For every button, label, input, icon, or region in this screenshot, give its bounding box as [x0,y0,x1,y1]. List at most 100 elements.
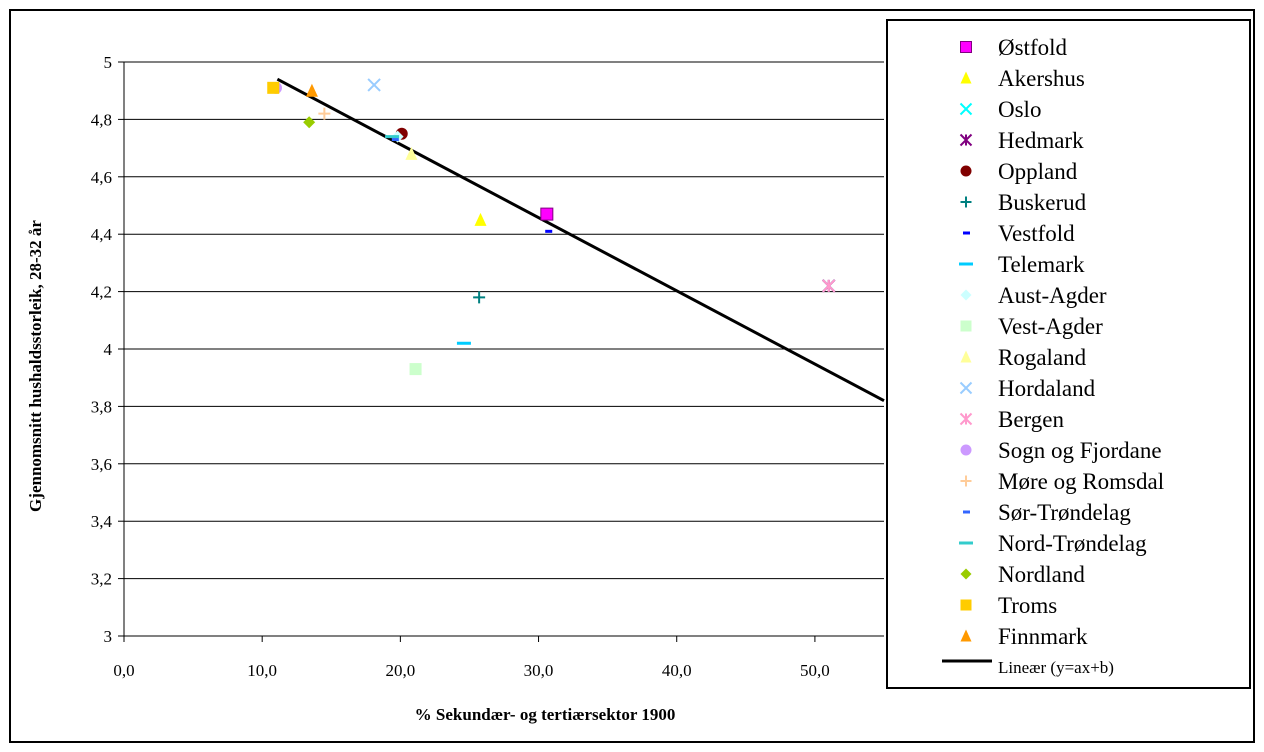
legend-marker [960,629,972,642]
legend-label: Nord-Trøndelag [998,531,1147,556]
legend-label: Buskerud [998,190,1087,215]
legend-item: Hedmark [959,128,1084,153]
y-tick-label: 3,8 [91,397,112,416]
x-tick-label: 0,0 [113,661,134,680]
legend-label: Oslo [998,97,1041,122]
data-point-rogaland [405,146,418,160]
legend-item: Nordland [960,562,1085,587]
legend-box [886,19,1251,689]
legend-label: Møre og Romsdal [998,469,1164,494]
legend-label: Troms [998,593,1057,618]
legend-label: Rogaland [998,345,1087,370]
y-tick-label: 3 [104,627,113,646]
legend-item: Møre og Romsdal [960,469,1164,494]
legend-item: Sogn og Fjordane [960,438,1162,463]
legend-item-trendline: Lineær (y=ax+b) [942,658,1114,677]
trendline-path [276,77,885,402]
legend-marker [959,102,973,116]
x-tick-label: 40,0 [662,661,692,680]
x-tick-label: 30,0 [524,661,554,680]
data-point-troms [267,81,280,94]
data-point-sør-trøndelag [391,137,399,141]
data-point-hordaland [367,78,381,92]
legend-label: Akershus [998,66,1085,91]
y-tick-label: 4,6 [91,168,112,187]
legend-marker [959,412,973,426]
legend-marker [960,71,972,84]
legend-item: Finnmark [960,624,1088,649]
legend-marker [959,133,973,147]
legend-item: Telemark [959,252,1085,277]
legend-marker [960,350,972,363]
legend-item: Akershus [960,66,1085,91]
legend-marker [960,599,972,611]
legend-marker [960,196,972,208]
legend-item: Østfold [960,35,1068,60]
legend-item: Nord-Trøndelag [959,531,1147,556]
legend-marker [960,444,972,456]
data-point-finnmark [305,83,318,97]
legend-item: Rogaland [960,345,1087,370]
legend: Østfold Akershus Oslo Hedmark Oppland Buskeru… [886,19,1251,689]
legend-label: Vestfold [998,221,1075,246]
x-tick-label: 10,0 [247,661,277,680]
x-axis-title: % Sekundær- og tertiærsektor 1900 [415,705,676,724]
legend-marker [960,165,972,177]
trendline [276,77,885,402]
legend-label: Østfold [998,35,1068,60]
y-axis-title: Gjennomsnitt hushaldsstorleik, 28-32 år [26,220,45,512]
legend-label: Sogn og Fjordane [998,438,1162,463]
legend-marker [963,510,970,514]
legend-marker [963,231,970,235]
y-tick-label: 5 [104,53,113,72]
legend-label: Lineær (y=ax+b) [998,658,1114,677]
legend-item: Vestfold [963,221,1075,246]
legend-label: Sør-Trøndelag [998,500,1131,525]
data-point-telemark [456,341,471,345]
axes: 33,23,43,63,844,24,44,64,850,0 10,0 20,0 30… [91,53,884,680]
chart-frame [9,9,1255,743]
legend-label: Hedmark [998,128,1084,153]
data-point-vestfold [545,229,553,233]
gridlines [124,61,884,637]
data-point-akershus [474,212,487,226]
legend-label: Finnmark [998,624,1088,649]
y-tick-label: 3,6 [91,455,112,474]
y-tick-label: 3,4 [91,512,113,531]
x-tick-label: 20,0 [385,661,415,680]
legend-item: Buskerud [960,190,1087,215]
legend-marker [960,320,972,332]
data-point-bergen [822,279,836,293]
legend-label: Hordaland [998,376,1096,401]
legend-item: Oppland [960,159,1078,184]
legend-marker [960,568,972,580]
y-tick-label: 4,2 [91,283,112,302]
data-point-nord-trøndelag [385,135,400,139]
legend-marker [960,289,972,301]
legend-marker [959,262,973,266]
data-point-vest-agder [409,363,422,376]
legend-label: Bergen [998,407,1065,432]
y-tick-label: 4,8 [91,110,112,129]
data-point-nordland [303,116,316,129]
y-tick-label: 4 [104,340,113,359]
legend-marker [959,381,973,395]
data-point-buskerud [473,291,486,304]
data-point-møre-og-romsdal [318,107,331,120]
y-tick-label: 3,2 [91,570,112,589]
legend-item: Bergen [959,407,1065,432]
legend-label: Oppland [998,159,1078,184]
legend-item: Hordaland [959,376,1096,401]
x-tick-label: 50,0 [800,661,830,680]
legend-label: Telemark [998,252,1085,277]
legend-item: Vest-Agder [960,314,1103,339]
y-tick-label: 4,4 [91,225,113,244]
legend-item: Aust-Agder [960,283,1107,308]
legend-label: Aust-Agder [998,283,1107,308]
legend-item: Sør-Trøndelag [963,500,1131,525]
legend-label: Nordland [998,562,1085,587]
data-points [267,78,836,376]
legend-marker [960,475,972,487]
legend-marker [959,541,973,545]
